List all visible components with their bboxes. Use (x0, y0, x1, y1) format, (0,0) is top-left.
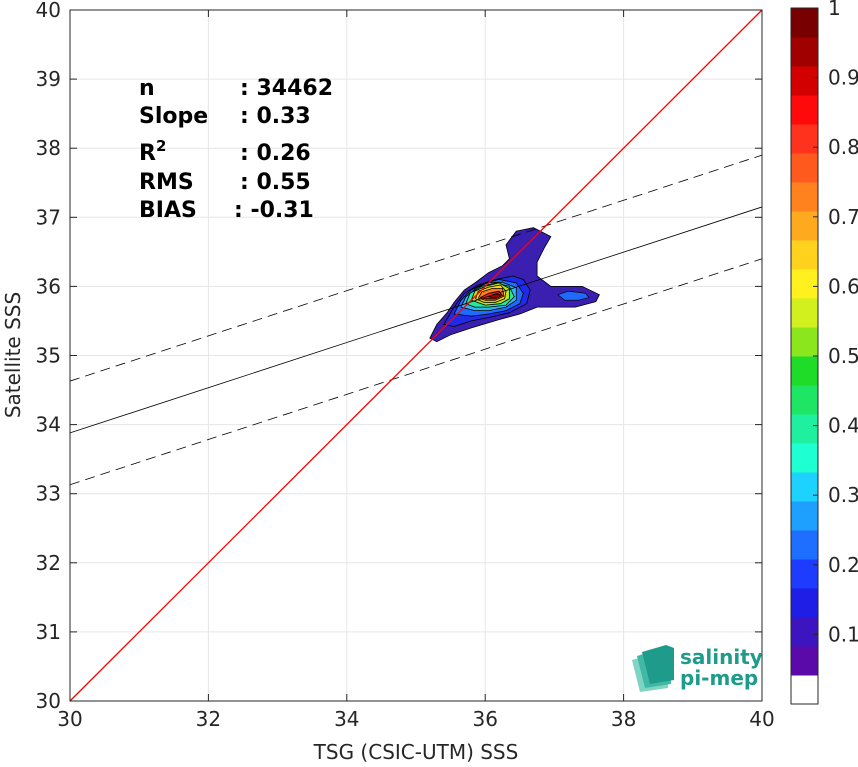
colorbar-tick-label: 0.3 (828, 483, 858, 507)
x-tick-label: 40 (749, 707, 774, 731)
y-tick-label: 38 (36, 136, 61, 160)
colorbar: 0.1 0.2 0.3 0.4 0.5 0.6 0.7 0.8 0.9 1 (790, 0, 858, 705)
identity-line (69, 9, 763, 702)
colorbar-band (791, 240, 818, 270)
colorbar-band (791, 95, 818, 125)
stats-annotation: n : 34462 Slope : 0.33 R2 : 0.26 RMS : 0.55 BIAS… (139, 76, 333, 223)
colorbar-band (791, 298, 818, 328)
colorbar-tick-label: 0.8 (828, 135, 858, 159)
reference-lines (69, 9, 763, 702)
colorbar-band (791, 617, 818, 647)
stat-value-rms: : 0.55 (240, 170, 311, 195)
stat-name-n: n (139, 76, 155, 101)
density-contour-side (557, 290, 590, 301)
colorbar-tick-label: 0.7 (828, 205, 858, 229)
colorbar-band (791, 414, 818, 444)
colorbar-band (791, 646, 818, 676)
stat-value-n: : 34462 (240, 76, 333, 101)
x-axis-label: TSG (CSIC-UTM) SSS (313, 740, 519, 764)
confidence-bound-line-1 (69, 154, 763, 382)
stat-name-slope: Slope (139, 104, 208, 129)
x-tick-label: 36 (472, 707, 497, 731)
colorbar-band (791, 327, 818, 357)
colorbar-band (791, 472, 818, 502)
x-axis-ticks: 30 32 34 36 38 40 (57, 10, 775, 731)
colorbar-band (791, 356, 818, 386)
colorbar-tick-label: 1 (828, 0, 841, 20)
colorbar-band (791, 588, 818, 618)
colorbar-band (791, 211, 818, 241)
colorbar-band (791, 269, 818, 299)
colorbar-band (791, 153, 818, 183)
confidence-bound-line-2 (69, 258, 763, 486)
y-tick-label: 33 (36, 482, 61, 506)
colorbar-tick-label: 0.4 (828, 414, 858, 438)
y-axis-ticks: 30 31 32 33 34 35 36 37 38 39 40 (36, 0, 762, 713)
stat-name-bias: BIAS (139, 198, 197, 223)
colorbar-band (791, 559, 818, 589)
x-tick-label: 38 (611, 707, 636, 731)
logo-icon (632, 645, 674, 692)
y-tick-label: 39 (36, 67, 61, 91)
y-tick-label: 35 (36, 344, 61, 368)
colorbar-tick-label: 0.2 (828, 553, 858, 577)
x-tick-label: 34 (334, 707, 359, 731)
stat-value-bias: : -0.31 (234, 198, 314, 223)
y-tick-label: 37 (36, 205, 61, 229)
stat-name-r: R2 (139, 137, 166, 166)
colorbar-band (791, 675, 818, 705)
colorbar-tick-label: 0.1 (828, 622, 858, 646)
colorbar-tick-label: 0.6 (828, 274, 858, 298)
stat-value-r: : 0.26 (240, 141, 311, 166)
regression-line (69, 206, 763, 434)
colorbar-band (791, 124, 818, 154)
y-axis-label: Satellite SSS (1, 292, 25, 418)
colorbar-tick-label: 0.9 (828, 66, 858, 90)
colorbar-band (791, 443, 818, 473)
stat-name-rms: RMS (139, 170, 194, 195)
y-tick-label: 30 (36, 689, 61, 713)
colorbar-band (791, 8, 818, 38)
colorbar-band (791, 37, 818, 67)
colorbar-band (791, 501, 818, 531)
colorbar-band (791, 385, 818, 415)
y-tick-label: 31 (36, 620, 61, 644)
y-tick-label: 40 (36, 0, 61, 22)
salinity-pimep-logo: salinity pi-mep (632, 645, 763, 692)
x-tick-label: 32 (196, 707, 221, 731)
logo-line1: salinity (680, 645, 763, 669)
y-tick-label: 32 (36, 551, 61, 575)
x-tick-label: 30 (57, 707, 82, 731)
colorbar-tick-label: 0.5 (828, 344, 858, 368)
colorbar-band (791, 182, 818, 212)
y-tick-label: 34 (36, 413, 61, 437)
density-contours (429, 227, 600, 343)
logo-line2: pi-mep (680, 666, 758, 690)
colorbar-band (791, 530, 818, 560)
colorbar-band (791, 66, 818, 96)
y-tick-label: 36 (36, 274, 61, 298)
stat-value-slope: : 0.33 (240, 104, 311, 129)
